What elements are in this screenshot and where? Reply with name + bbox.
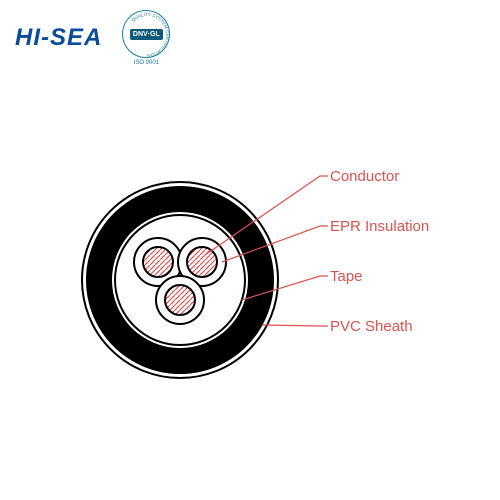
diagram-label-1: EPR Insulation — [330, 218, 429, 235]
diagram-label-0: Conductor — [330, 168, 399, 185]
cert-inner-label: DNV·GL — [130, 29, 163, 40]
diagram-label-2: Tape — [330, 268, 363, 285]
cable-diagram — [0, 0, 500, 500]
diagram-label-3: PVC Sheath — [330, 318, 413, 335]
